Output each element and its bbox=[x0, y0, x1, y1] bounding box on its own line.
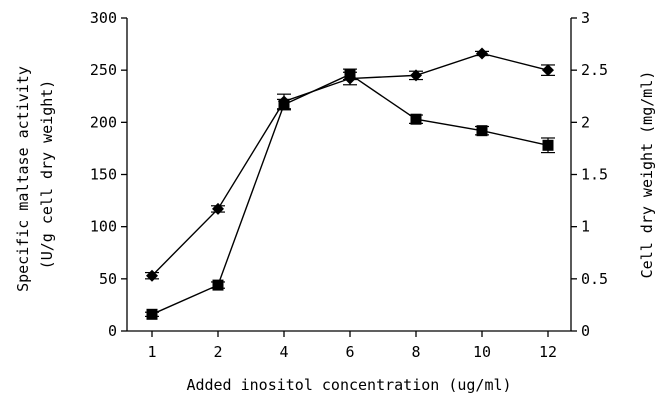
y-axis-title-line-2: (U/g cell dry weight) bbox=[38, 80, 56, 270]
series-diamond bbox=[145, 47, 555, 282]
data-point-square bbox=[476, 125, 488, 137]
x-tick-label: 10 bbox=[473, 343, 491, 361]
y-axis-title: Specific maltase activity (U/g cell dry … bbox=[14, 57, 56, 292]
left-y-tick-label: 100 bbox=[90, 218, 117, 236]
left-y-tick-label: 250 bbox=[90, 61, 117, 79]
data-point-square bbox=[410, 113, 422, 125]
data-point-diamond bbox=[212, 202, 224, 215]
x-tick-label: 12 bbox=[539, 343, 557, 361]
data-point-square bbox=[344, 68, 356, 80]
right-y-tick-label: 1 bbox=[581, 218, 590, 236]
data-point-diamond bbox=[476, 47, 488, 60]
left-y-tick-label: 50 bbox=[99, 270, 117, 288]
data-point-diamond bbox=[410, 69, 422, 82]
left-y-tick-label: 150 bbox=[90, 166, 117, 184]
data-point-diamond bbox=[146, 269, 158, 282]
series-square bbox=[145, 68, 555, 320]
chart-labels: Added inositol concentration (ug/ml) Spe… bbox=[14, 57, 656, 394]
chart-series bbox=[145, 47, 555, 320]
series-line bbox=[151, 52, 549, 277]
data-point-square bbox=[146, 308, 158, 320]
right-y-tick-label: 0.5 bbox=[581, 270, 608, 288]
right-y-tick-label: 1.5 bbox=[581, 166, 608, 184]
x-tick-label: 4 bbox=[279, 343, 288, 361]
right-y-tick-label: 2 bbox=[581, 113, 590, 131]
y-axis-title-line-1: Specific maltase activity bbox=[14, 66, 32, 292]
x-tick-label: 6 bbox=[345, 343, 354, 361]
x-tick-label: 2 bbox=[213, 343, 222, 361]
right-y-tick-label: 0 bbox=[581, 322, 590, 340]
data-point-square bbox=[278, 99, 290, 111]
data-point-diamond bbox=[542, 64, 554, 77]
x-tick-label: 8 bbox=[411, 343, 420, 361]
left-y-tick-label: 300 bbox=[90, 9, 117, 27]
right-y-tick-label: 2.5 bbox=[581, 61, 608, 79]
x-tick-label: 1 bbox=[147, 343, 156, 361]
right-y-tick-label: 3 bbox=[581, 9, 590, 27]
series-line bbox=[151, 73, 549, 315]
y2-axis-title: Cell dry weight (mg/ml) bbox=[638, 71, 656, 279]
left-y-tick-label: 200 bbox=[90, 113, 117, 131]
data-point-square bbox=[212, 279, 224, 291]
data-point-square bbox=[542, 139, 554, 151]
x-axis-title: Added inositol concentration (ug/ml) bbox=[186, 376, 511, 394]
left-y-tick-label: 0 bbox=[108, 322, 117, 340]
